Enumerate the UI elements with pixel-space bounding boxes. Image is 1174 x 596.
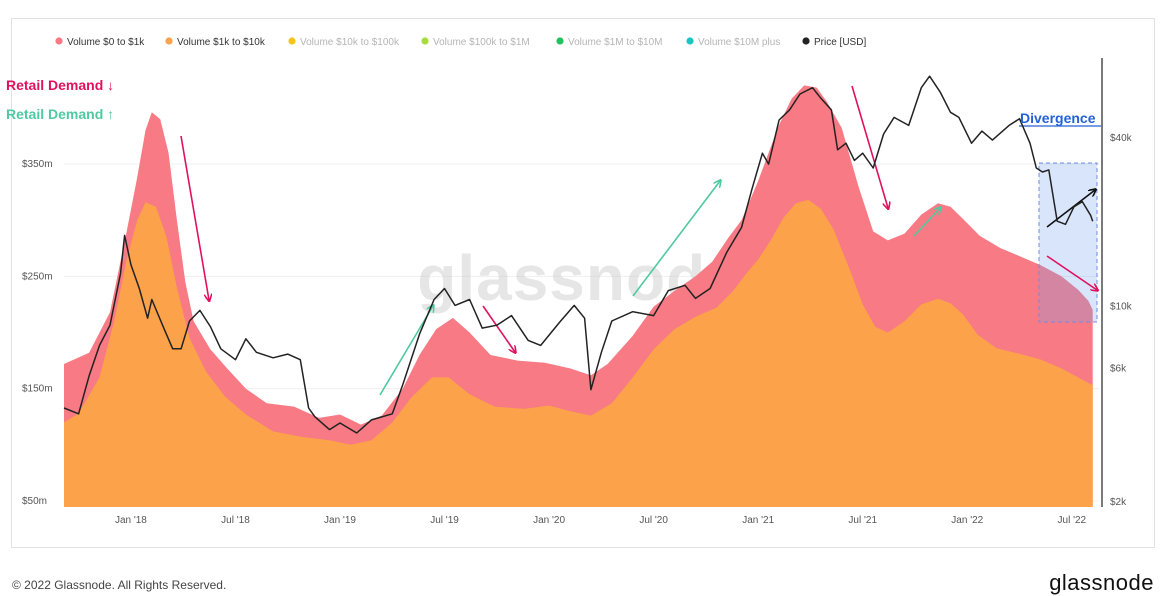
legend-marker-4[interactable]	[556, 37, 564, 45]
legend-marker-6[interactable]	[802, 37, 810, 45]
x-tick-9: Jul '22	[1058, 515, 1087, 526]
price-line	[63, 75, 1094, 434]
legend-marker-3[interactable]	[421, 37, 429, 45]
y-left-tick-1: $250m	[22, 271, 53, 282]
y-right-tick-1: $10k	[1110, 301, 1133, 312]
axes: $350m $250m $150m $50m $40k $10k $6k $2k Jan '18…	[22, 58, 1133, 526]
x-tick-3: Jul '19	[430, 515, 459, 526]
annotation-1: Retail Demand ↑	[6, 106, 114, 122]
x-tick-4: Jan '20	[533, 515, 565, 526]
legend-label-6[interactable]: Price [USD]	[814, 37, 866, 48]
y-right-tick-2: $6k	[1110, 364, 1127, 375]
trend-arrow-4	[379, 306, 433, 396]
legend-label-1[interactable]: Volume $1k to $10k	[177, 37, 266, 48]
annotation-shapes	[180, 85, 1101, 396]
legend-label-2[interactable]: Volume $10k to $100k	[300, 37, 400, 48]
y-left-tick-2: $150m	[22, 384, 53, 395]
legend-marker-2[interactable]	[288, 37, 296, 45]
legend-label-5[interactable]: Volume $10M plus	[698, 37, 780, 48]
trend-arrow-6	[913, 208, 940, 237]
y-left-tick-0: $350m	[22, 159, 53, 170]
legend-label-3[interactable]: Volume $100k to $1M	[433, 37, 530, 48]
legend-marker-0[interactable]	[55, 37, 63, 45]
trend-arrow-0	[180, 135, 209, 300]
y-right-tick-0: $40k	[1110, 133, 1133, 144]
annotation-0: Retail Demand ↓	[6, 77, 114, 93]
y-left-tick-3: $50m	[22, 496, 47, 507]
x-tick-1: Jul '18	[221, 515, 250, 526]
area-series	[64, 85, 1093, 508]
x-tick-2: Jan '19	[324, 515, 356, 526]
price-series	[63, 75, 1094, 434]
chart-frame	[11, 18, 1155, 548]
legend-marker-5[interactable]	[686, 37, 694, 45]
trend-arrow-1	[482, 305, 515, 352]
x-tick-6: Jan '21	[742, 515, 774, 526]
y-right-tick-3: $2k	[1110, 497, 1127, 508]
copyright-text: © 2022 Glassnode. All Rights Reserved.	[12, 578, 227, 592]
legend-label-4[interactable]: Volume $1M to $10M	[568, 37, 663, 48]
x-tick-5: Jul '20	[639, 515, 668, 526]
trend-arrow-2	[851, 85, 888, 208]
brand-logo: glassnode	[1049, 570, 1154, 595]
divergence-box	[1038, 162, 1098, 323]
trend-arrow-3	[1046, 255, 1097, 290]
trend-arrow-7	[1046, 190, 1095, 228]
legend-label-0[interactable]: Volume $0 to $1k	[67, 37, 145, 48]
x-tick-0: Jan '18	[115, 515, 147, 526]
area-volume-1k-to-10k	[64, 199, 1093, 507]
annotations: Retail Demand ↓ Retail Demand ↑ Divergence	[6, 77, 1096, 126]
legend-marker-1[interactable]	[165, 37, 173, 45]
x-tick-8: Jan '22	[951, 515, 983, 526]
x-tick-7: Jul '21	[848, 515, 877, 526]
legend: Volume $0 to $1k Volume $1k to $10k Volume…	[55, 37, 866, 48]
annotation-2: Divergence	[1020, 110, 1096, 126]
trend-arrow-5	[632, 181, 720, 297]
